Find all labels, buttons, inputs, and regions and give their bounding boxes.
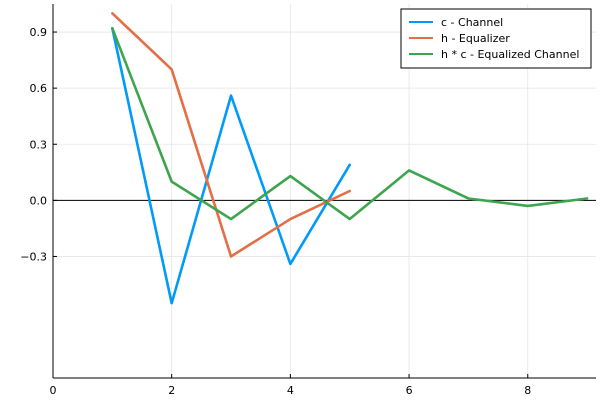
x-tick-label: 8 xyxy=(524,384,531,397)
y-tick-label: 0.6 xyxy=(30,82,48,95)
series-lines xyxy=(111,12,589,305)
x-tick-label: 0 xyxy=(50,384,57,397)
legend: c - Channel h - Equalizer h * c - Equalize… xyxy=(400,8,592,69)
legend-label: c - Channel xyxy=(441,16,503,29)
y-tick-label: −0.3 xyxy=(20,250,47,263)
x-tick-label: 4 xyxy=(287,384,294,397)
series-line-1 xyxy=(111,27,352,305)
x-tick-label: 2 xyxy=(168,384,175,397)
x-tick-label: 6 xyxy=(406,384,413,397)
y-tick-label: 0.0 xyxy=(30,194,48,207)
series-line-2 xyxy=(111,12,352,258)
legend-label: h - Equalizer xyxy=(441,32,510,45)
y-tick-label: 0.9 xyxy=(30,26,48,39)
series-line-3 xyxy=(111,27,589,221)
legend-label: h * c - Equalized Channel xyxy=(441,48,579,61)
y-tick-label: 0.3 xyxy=(30,138,48,151)
